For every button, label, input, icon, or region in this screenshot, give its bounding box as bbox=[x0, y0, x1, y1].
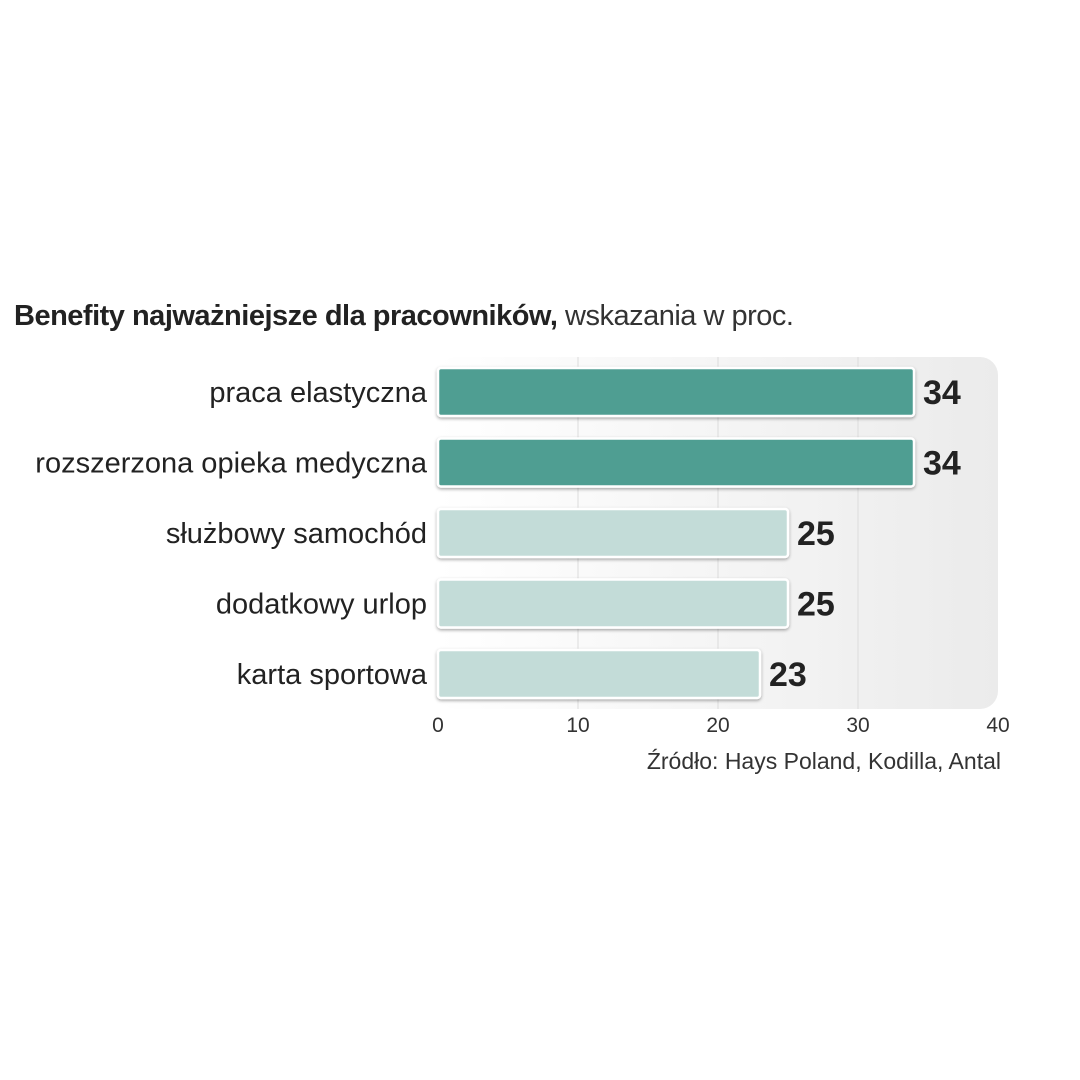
value-label: 25 bbox=[797, 515, 835, 553]
value-labels: 34 34 25 25 23 bbox=[769, 374, 961, 694]
bar bbox=[436, 648, 762, 700]
bar bbox=[436, 507, 790, 559]
x-axis-ticks: 0 10 20 30 40 bbox=[432, 714, 1010, 737]
category-label: karta sportowa bbox=[237, 659, 428, 691]
category-label: rozszerzona opieka medyczna bbox=[35, 448, 428, 480]
category-label: służbowy samochód bbox=[166, 518, 427, 550]
value-label: 34 bbox=[923, 374, 961, 412]
bar bbox=[436, 437, 916, 488]
x-tick-label: 0 bbox=[432, 714, 444, 737]
x-tick-label: 30 bbox=[846, 714, 869, 737]
chart-title-bold: Benefity najważniejsze dla pracowników, bbox=[14, 300, 558, 332]
x-tick-label: 10 bbox=[566, 714, 589, 737]
bar bbox=[436, 366, 916, 418]
chart-title-light: wskazania w proc. bbox=[565, 300, 794, 332]
category-labels: praca elastyczna rozszerzona opieka medyc… bbox=[35, 377, 428, 691]
x-tick-label: 40 bbox=[986, 714, 1009, 737]
category-label: dodatkowy urlop bbox=[216, 589, 427, 621]
x-tick-label: 20 bbox=[706, 714, 729, 737]
value-label: 23 bbox=[769, 656, 807, 694]
chart-title: Benefity najważniejsze dla pracowników, … bbox=[14, 300, 794, 333]
category-label: praca elastyczna bbox=[209, 377, 427, 409]
chart-source: Źródło: Hays Poland, Kodilla, Antal bbox=[646, 748, 1001, 774]
bars bbox=[436, 366, 916, 700]
bar bbox=[436, 578, 790, 629]
value-label: 34 bbox=[923, 445, 961, 483]
value-label: 25 bbox=[797, 586, 835, 624]
